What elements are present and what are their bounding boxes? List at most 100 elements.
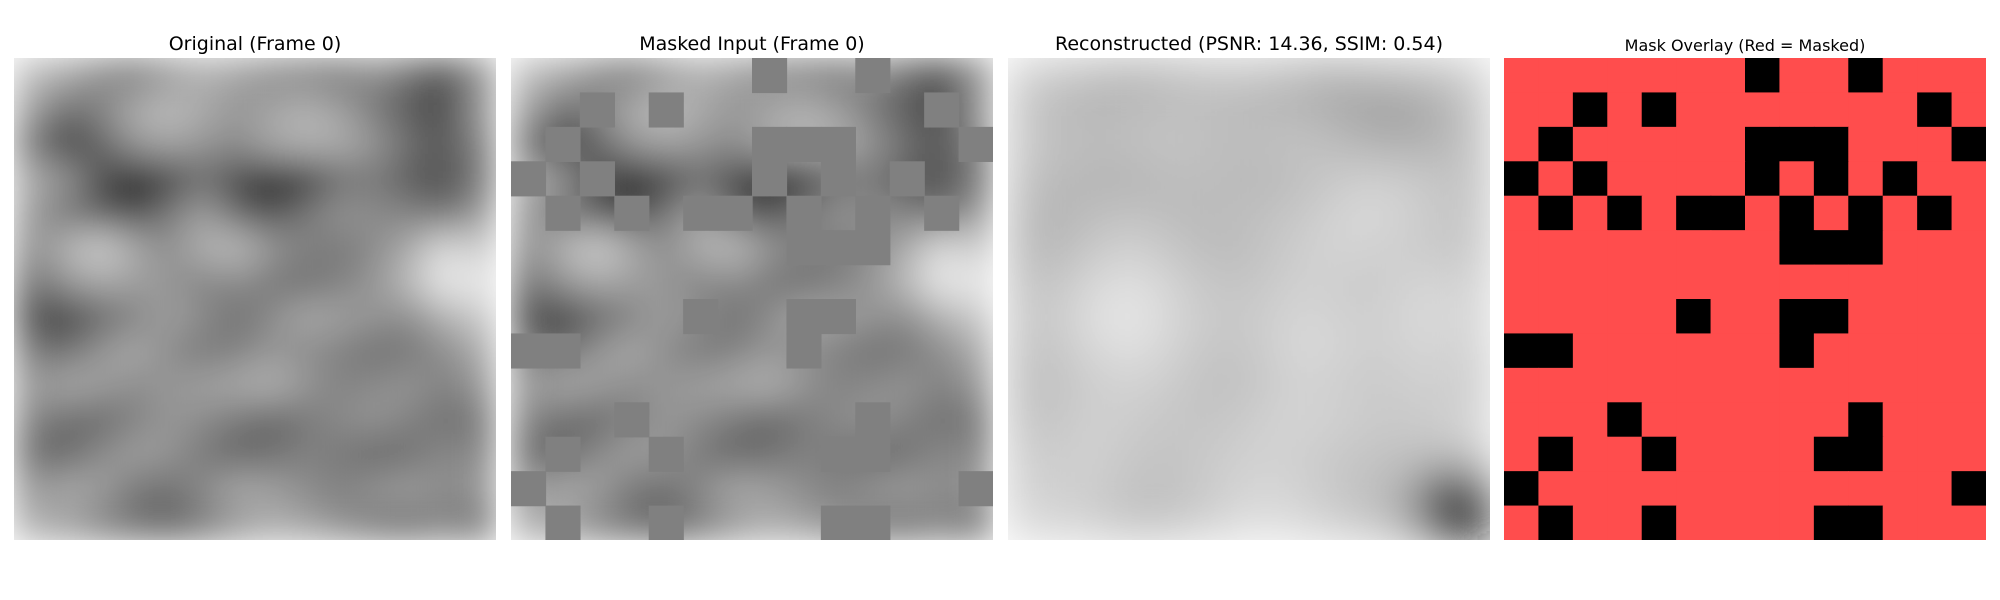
image-cell [1283,505,1319,540]
image-cell [1352,505,1388,540]
image-cell [614,299,650,335]
image-cell [1008,58,1044,94]
image-cell [186,299,222,335]
image-cell [358,333,394,369]
image-cell [220,126,256,162]
mask-cell-masked [1676,92,1712,128]
image-cell [1283,58,1319,94]
mask-cell-masked [1813,264,1849,300]
image-cell [614,436,650,472]
image-cell [924,436,960,472]
mask-cell-masked [1572,299,1608,335]
image-cell [1111,195,1147,231]
masked-patch [683,195,719,231]
image-cell [1421,161,1457,197]
mask-cell-masked [1710,58,1746,94]
image-cell [1455,402,1490,438]
image-cell [1421,264,1457,300]
image-cell [1214,299,1250,335]
image-cell [220,230,256,266]
image-cell [1111,471,1147,507]
mask-overlay-title: Mask Overlay (Red = Masked) [1624,36,1866,55]
image-cell [820,402,856,438]
image-cell [289,299,325,335]
image-cell [614,92,650,128]
image-cell [579,195,615,231]
image-cell [1249,436,1285,472]
image-cell [1317,505,1353,540]
image-cell [1421,333,1457,369]
image-cell [1352,264,1388,300]
image-cell [1145,367,1181,403]
mask-cell-masked [1813,92,1849,128]
image-cell [924,126,960,162]
image-cell [958,402,993,438]
mask-cell-masked [1607,367,1643,403]
original-panel: Original (Frame 0) [14,0,496,600]
image-cell [717,264,753,300]
image-cell [924,367,960,403]
mask-cell-masked [1882,195,1918,231]
image-cell [1145,333,1181,369]
image-cell [1180,333,1216,369]
image-cell [717,299,753,335]
mask-cell-masked [1676,333,1712,369]
image-cell [220,333,256,369]
image-cell [1283,402,1319,438]
image-cell [855,367,891,403]
mask-cell-masked [1882,230,1918,266]
image-cell [1076,299,1112,335]
image-cell [1352,126,1388,162]
image-cell [289,161,325,197]
masked-patch [511,333,547,369]
image-cell [1180,126,1216,162]
image-cell [1111,333,1147,369]
mask-cell-masked [1917,299,1953,335]
image-cell [1386,505,1422,540]
mask-cell-masked [1641,367,1677,403]
image-cell [427,333,463,369]
image-cell [1386,333,1422,369]
masked-patch [545,333,581,369]
mask-cell-masked [1951,92,1986,128]
masked-patch [648,92,684,128]
image-cell [220,92,256,128]
mask-cell-masked [1641,333,1677,369]
mask-cell-visible [1848,230,1884,266]
image-cell [1180,471,1216,507]
image-cell [1111,402,1147,438]
image-cell [614,505,650,540]
mask-cell-masked [1710,161,1746,197]
image-cell [255,264,291,300]
mask-cell-visible [1813,436,1849,472]
image-cell [186,126,222,162]
image-cell [1421,436,1457,472]
image-cell [752,505,788,540]
mask-cell-masked [1882,126,1918,162]
image-cell [1076,230,1112,266]
mask-cell-masked [1745,402,1781,438]
masked-patch [855,58,891,94]
mask-cell-masked [1951,333,1986,369]
image-cell [855,126,891,162]
mask-cell-visible [1607,195,1643,231]
image-cell [820,471,856,507]
mask-cell-masked [1607,299,1643,335]
original-title: Original (Frame 0) [168,33,342,55]
image-cell [855,92,891,128]
mask-cell-masked [1504,299,1540,335]
image-cell [14,92,50,128]
image-cell [289,264,325,300]
image-cell [1145,161,1181,197]
image-cell [958,299,993,335]
image-cell [614,333,650,369]
mask-cell-masked [1504,58,1540,94]
image-cell [1076,367,1112,403]
image-cell [48,402,84,438]
mask-cell-masked [1917,161,1953,197]
image-cell [358,126,394,162]
image-cell [1455,230,1490,266]
image-cell [427,299,463,335]
image-cell [511,195,547,231]
mask-cell-masked [1951,161,1986,197]
